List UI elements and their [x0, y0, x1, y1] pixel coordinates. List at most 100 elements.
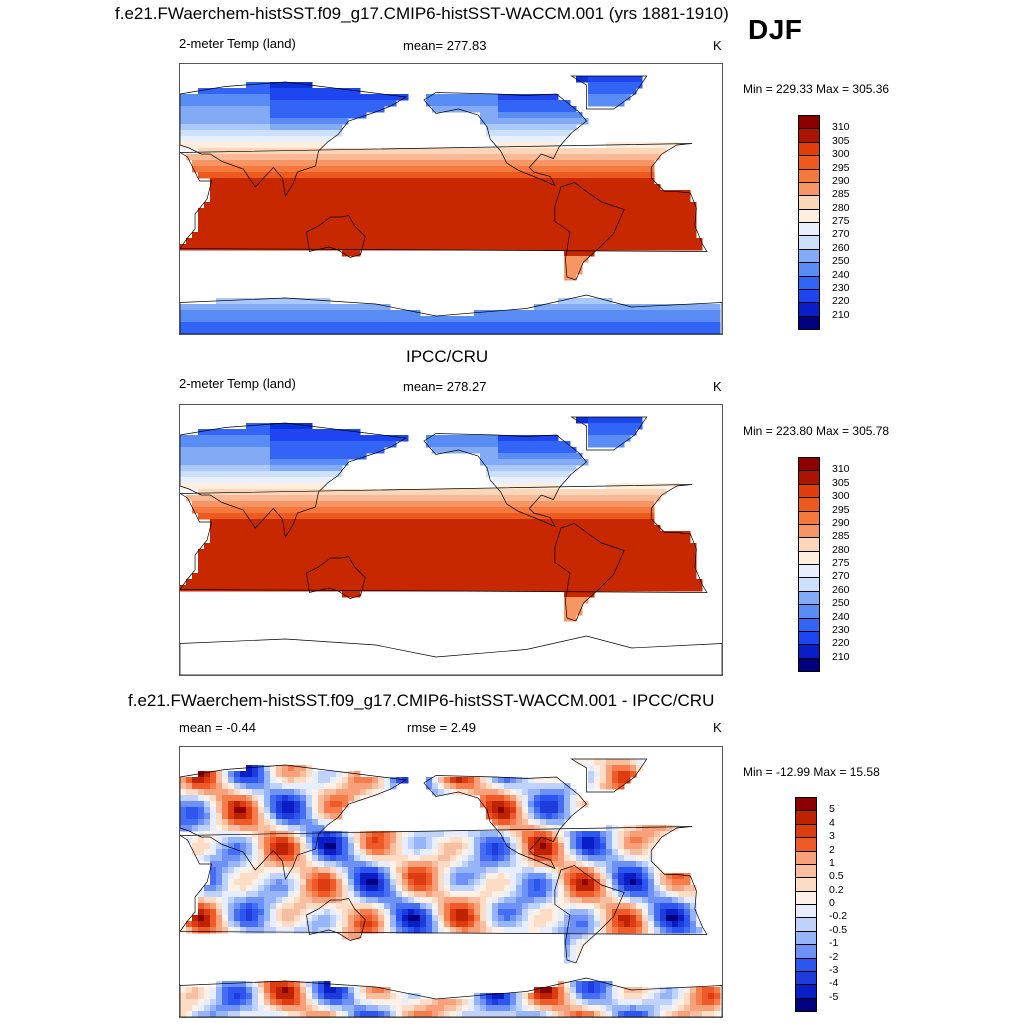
map-cell	[516, 154, 523, 161]
map-cell	[252, 166, 259, 173]
map-cell	[216, 142, 223, 149]
map-cell	[360, 310, 367, 317]
map-cell	[342, 172, 349, 179]
map-cell	[270, 190, 277, 197]
map-cell	[534, 238, 541, 245]
map-cell	[282, 807, 289, 814]
map-cell	[282, 579, 289, 586]
map-cell	[636, 555, 643, 562]
map-cell	[294, 220, 301, 227]
map-cell	[222, 807, 229, 814]
map-cell	[498, 226, 505, 233]
map-cell	[588, 591, 595, 598]
map-cell	[360, 501, 367, 508]
map-cell	[270, 106, 277, 113]
map-cell	[282, 160, 289, 167]
map-cell	[366, 579, 373, 586]
map-cell	[612, 585, 619, 592]
map-cell	[414, 501, 421, 508]
panel1-colorbar: 310 305 300 295 290 285 280 275 270 260 250 240 230 2…	[798, 115, 878, 330]
map-cell	[618, 543, 625, 550]
map-cell	[618, 525, 625, 532]
map-cell	[678, 190, 685, 197]
map-cell	[402, 489, 409, 496]
map-cell	[498, 831, 505, 838]
map-cell	[630, 208, 637, 215]
map-cell	[540, 154, 547, 161]
map-cell	[654, 525, 661, 532]
map-cell	[678, 543, 685, 550]
map-cell	[204, 801, 211, 808]
map-cell	[294, 501, 301, 508]
map-cell	[342, 783, 349, 790]
map-cell	[264, 196, 271, 203]
map-cell	[648, 537, 655, 544]
map-cell	[288, 831, 295, 838]
map-cell	[300, 166, 307, 173]
map-cell	[384, 441, 391, 448]
map-cell	[234, 801, 241, 808]
map-cell	[660, 322, 667, 329]
map-cell	[300, 190, 307, 197]
map-cell	[558, 160, 565, 167]
map-cell	[264, 322, 271, 329]
map-cell	[552, 501, 559, 508]
map-cell	[474, 837, 481, 844]
map-cell	[204, 232, 211, 239]
map-cell	[630, 561, 637, 568]
map-cell	[240, 178, 247, 185]
map-cell	[552, 316, 559, 323]
map-cell	[234, 136, 241, 143]
map-cell	[606, 759, 613, 766]
map-cell	[486, 238, 493, 245]
map-cell	[354, 501, 361, 508]
map-cell	[594, 423, 601, 430]
map-cell	[690, 214, 697, 221]
map-cell	[210, 501, 217, 508]
map-cell	[612, 495, 619, 502]
map-cell	[624, 196, 631, 203]
map-cell	[480, 531, 487, 538]
map-cell	[360, 585, 367, 592]
map-cell	[546, 447, 553, 454]
map-cell	[372, 531, 379, 538]
map-cell	[228, 298, 235, 305]
map-cell	[426, 495, 433, 502]
map-cell	[318, 94, 325, 101]
map-cell	[546, 813, 553, 820]
map-cell	[498, 166, 505, 173]
map-cell	[642, 513, 649, 520]
map-cell	[678, 322, 685, 329]
map-cell	[636, 825, 643, 832]
map-cell	[432, 178, 439, 185]
map-cell	[282, 543, 289, 550]
map-cell	[402, 232, 409, 239]
map-cell	[486, 471, 493, 478]
map-cell	[630, 238, 637, 245]
map-cell	[594, 202, 601, 209]
map-cell	[234, 202, 241, 209]
map-cell	[240, 112, 247, 119]
map-cell	[228, 124, 235, 131]
map-cell	[642, 214, 649, 221]
map-cell	[270, 549, 277, 556]
map-cell	[270, 244, 277, 251]
map-cell	[330, 154, 337, 161]
map-cell	[342, 202, 349, 209]
map-cell	[492, 124, 499, 131]
map-cell	[570, 268, 577, 275]
coastline-australia	[306, 556, 366, 599]
map-cell	[648, 573, 655, 580]
map-cell	[672, 531, 679, 538]
map-cell	[276, 525, 283, 532]
map-cell	[282, 549, 289, 556]
map-cell	[228, 513, 235, 520]
map-cell	[648, 483, 655, 490]
map-cell	[312, 130, 319, 137]
map-cell	[288, 178, 295, 185]
map-cell	[492, 130, 499, 137]
map-cell	[210, 513, 217, 520]
map-cell	[324, 136, 331, 143]
map-cell	[558, 579, 565, 586]
map-cell	[318, 783, 325, 790]
